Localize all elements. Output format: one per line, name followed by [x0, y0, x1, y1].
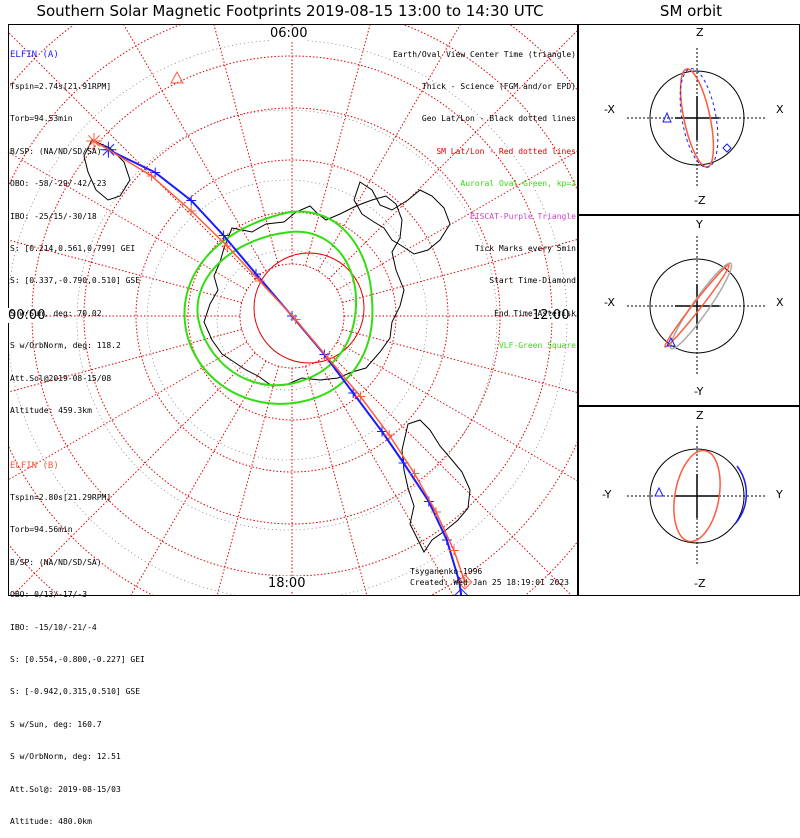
orbit-2-right-label: X: [776, 296, 784, 309]
orbit-2-top-label: Y: [696, 218, 703, 231]
elfin-a-line: S w/OrbNorm, deg: 118.2: [10, 341, 121, 351]
orbit-triangle-a: [654, 486, 664, 497]
antarctica-coastline: [203, 195, 405, 387]
legend-item: SM Lat/Lon - Red dotted lines: [436, 146, 576, 156]
south-america-coastline: [401, 419, 471, 553]
geo-latitude-circle: [216, 249, 358, 391]
view-center-triangle: [170, 70, 184, 84]
geo-latitude-circle: [76, 109, 498, 531]
orbit-panel-title: SM orbit: [659, 2, 723, 20]
elfin-b-line: S w/OrbNorm, deg: 12.51: [10, 752, 121, 762]
mlt-label-left: 00:00: [8, 308, 46, 323]
legend-item: Auroral Oval-Green, kp=2: [460, 179, 576, 189]
earth-circle: [649, 448, 745, 544]
elfin-b-line: Att.Sol@: 2019-08-15/03: [10, 784, 121, 794]
elfin-a-line: S: [0.214,0.561,0.799] GEI: [10, 243, 136, 253]
orbit-triangle-a: [662, 111, 672, 123]
elfin-a-line: Att.Sol@2019-08-15/08: [10, 373, 112, 383]
elfin-b-info: ELFIN (B) Tspin=2.80s[21.29RPM] Torb=94.…: [10, 439, 145, 838]
orbit-diamond-a: [722, 143, 732, 153]
mlt-label-top: 06:00: [270, 26, 308, 41]
orbit-2-bottom-label: -Y: [694, 385, 704, 398]
orbit-elfin-b: [664, 264, 730, 348]
sm-longitude-line: [304, 366, 368, 595]
orbit-elfin-b: [673, 449, 721, 543]
elfin-b-header: ELFIN (B): [10, 460, 59, 471]
elfin-a-line: Tspin=2.74s[21.91RPM]: [10, 81, 112, 91]
elfin-a-line: IBO: -25/15/-30/18: [10, 211, 97, 221]
sm-latitude-circle: [83, 107, 501, 525]
orbit-elfin-a-gray: [669, 262, 733, 350]
orbit-3-right-label: Y: [776, 488, 783, 501]
orbit-triangle-a: [666, 336, 676, 347]
orbit-3-left-label: -Y: [602, 488, 612, 501]
legend-item: Earth/Oval View Center Time (triangle): [392, 49, 576, 59]
elfin-a-header: ELFIN (A): [10, 49, 59, 60]
legend-item: Tick Marks every 5min: [474, 243, 576, 253]
orbit-1-left-label: -X: [604, 103, 615, 116]
sm-pole-circle: [253, 252, 365, 364]
elfin-b-line: S: [0.554,-0.800,-0.227] GEI: [10, 654, 145, 664]
mlt-label-bottom: 18:00: [268, 576, 306, 591]
orbit-elfin-a: [734, 465, 748, 525]
legend-item: Thick - Science (FGM and/or EPD): [421, 81, 576, 91]
elfin-b-line: Altitude: 480.0km: [10, 816, 92, 826]
elfin-b-line: IBO: -15/10/-21/-4: [10, 622, 97, 632]
orbit-2-left-label: -X: [604, 296, 615, 309]
orbit-1-top-label: Z: [696, 26, 704, 39]
footprint-track-elfin-a: [107, 148, 463, 595]
elfin-b-line: OBO: 0/13/-17/-3: [10, 590, 88, 600]
elfin-b-line: S: [-0.942,0.315,0.510] GSE: [10, 687, 141, 697]
legend: Earth/Oval View Center Time (triangle) T…: [380, 28, 576, 363]
elfin-b-line: S w/Sun, deg: 160.7: [10, 719, 102, 729]
auroral-oval-equatorward: [196, 230, 358, 387]
start-diamond-marker: [457, 574, 473, 590]
elfin-a-line: Altitude: 459.3km: [10, 405, 92, 415]
footer-created: Created: Wed Jan 25 18:19:01 2023: [410, 578, 569, 587]
start-diamond-marker: [454, 588, 468, 595]
elfin-a-line: S: [0.337,-0.790,0.510] GSE: [10, 276, 141, 286]
footer-author: Tsyganenko-1996: [410, 567, 483, 576]
sm-longitude-line: [213, 25, 280, 266]
elfin-b-line: Tspin=2.80s[21.29RPM]: [10, 492, 112, 502]
sm-latitude-circle: [135, 159, 449, 473]
geo-latitude-circle: [146, 179, 428, 461]
end-asterisk-marker: [87, 134, 101, 148]
elfin-a-info: ELFIN (A) Tspin=2.74s[21.91RPM] Torb=94.…: [10, 28, 140, 427]
australia-coastline: [353, 181, 451, 255]
mlt-label-right: 12:00: [532, 308, 570, 323]
sm-longitude-line: [216, 366, 280, 595]
elfin-a-line: OBO: -58/-29/-42/-23: [10, 179, 107, 189]
legend-item: Geo Lat/Lon - Black dotted lines: [421, 114, 576, 124]
orbit-3-bottom-label: -Z: [694, 577, 706, 590]
legend-item: EISCAT-Purple Triangle: [470, 211, 576, 221]
page-title: Southern Solar Magnetic Footprints 2019-…: [36, 2, 544, 20]
auroral-oval-poleward: [183, 210, 374, 405]
sm-longitude-line: [317, 360, 454, 595]
earth-circle: [649, 258, 745, 354]
orbit-1-bottom-label: -Z: [694, 194, 706, 207]
orbit-1-right-label: X: [776, 103, 784, 116]
legend-item: Start Time-Diamond: [489, 276, 576, 286]
legend-item: VLF-Green Square: [498, 341, 576, 351]
orbit-3-top-label: Z: [696, 409, 704, 422]
elfin-a-line: B/SP: (NA/ND/SD/SA): [10, 146, 102, 156]
elfin-a-line: Torb=94.53min: [10, 114, 73, 124]
sm-latitude-circle: [187, 211, 397, 421]
orbit-elfin-a: [679, 68, 719, 168]
elfin-a-line: S w/Sun, deg: 70.02: [10, 308, 102, 318]
elfin-b-line: Torb=94.56min: [10, 525, 73, 535]
legend-item: End Time-Asterisk: [494, 308, 576, 318]
elfin-b-line: B/SP: (NA/ND/SD/SA): [10, 557, 102, 567]
